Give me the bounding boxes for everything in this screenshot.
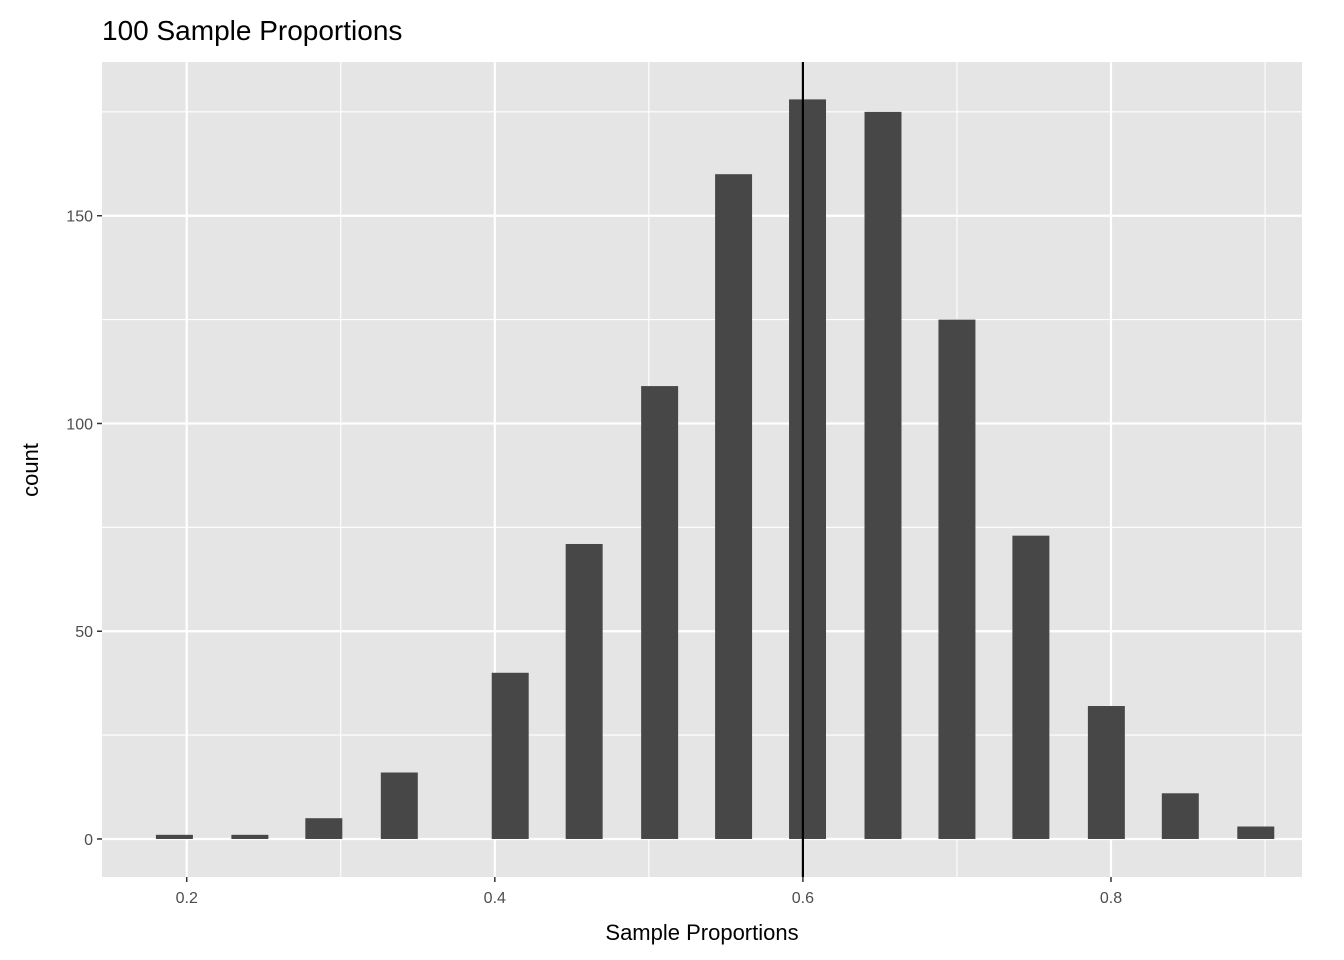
x-tick-label: 0.8 — [1100, 890, 1122, 907]
y-tick-label: 150 — [66, 209, 93, 226]
chart-title: 100 Sample Proportions — [102, 15, 402, 46]
histogram-bar — [864, 111, 902, 839]
x-axis-label: Sample Proportions — [605, 920, 798, 945]
histogram-bar — [938, 319, 976, 839]
y-axis-label: count — [18, 443, 43, 497]
x-tick-label: 0.6 — [792, 890, 814, 907]
histogram-bar — [155, 834, 193, 839]
histogram-bar — [1012, 535, 1050, 839]
y-tick-label: 0 — [84, 832, 93, 849]
histogram-bar — [565, 543, 603, 839]
histogram-bar — [231, 834, 269, 839]
histogram-bar — [305, 818, 343, 839]
x-tick-label: 0.2 — [176, 890, 198, 907]
histogram-bar — [641, 386, 679, 839]
histogram-bar — [789, 99, 827, 839]
histogram-bar — [380, 772, 418, 839]
histogram-bar — [491, 672, 529, 839]
y-tick-label: 100 — [66, 416, 93, 433]
x-tick-label: 0.4 — [484, 890, 506, 907]
y-tick-label: 50 — [75, 624, 93, 641]
histogram-bar — [1087, 706, 1125, 839]
histogram-bar — [1161, 793, 1199, 839]
histogram-bar — [715, 174, 753, 839]
histogram-bar — [1237, 826, 1275, 839]
